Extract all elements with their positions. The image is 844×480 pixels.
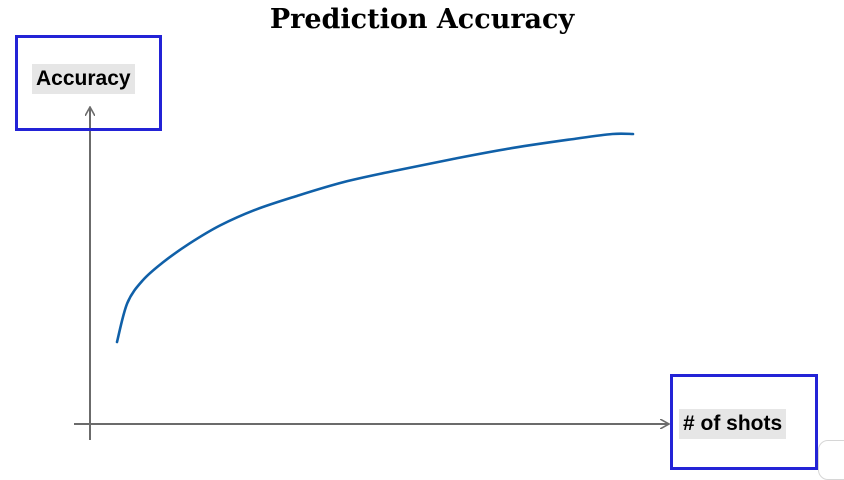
y-axis-label: Accuracy: [32, 64, 135, 94]
corner-widget: [818, 440, 844, 480]
accuracy-curve: [115, 132, 635, 344]
y-axis-label-highlight: [15, 35, 162, 131]
chart-title: Prediction Accuracy: [269, 4, 575, 35]
x-axis-label-highlight: [670, 374, 818, 470]
x-axis-label: # of shots: [679, 409, 787, 439]
